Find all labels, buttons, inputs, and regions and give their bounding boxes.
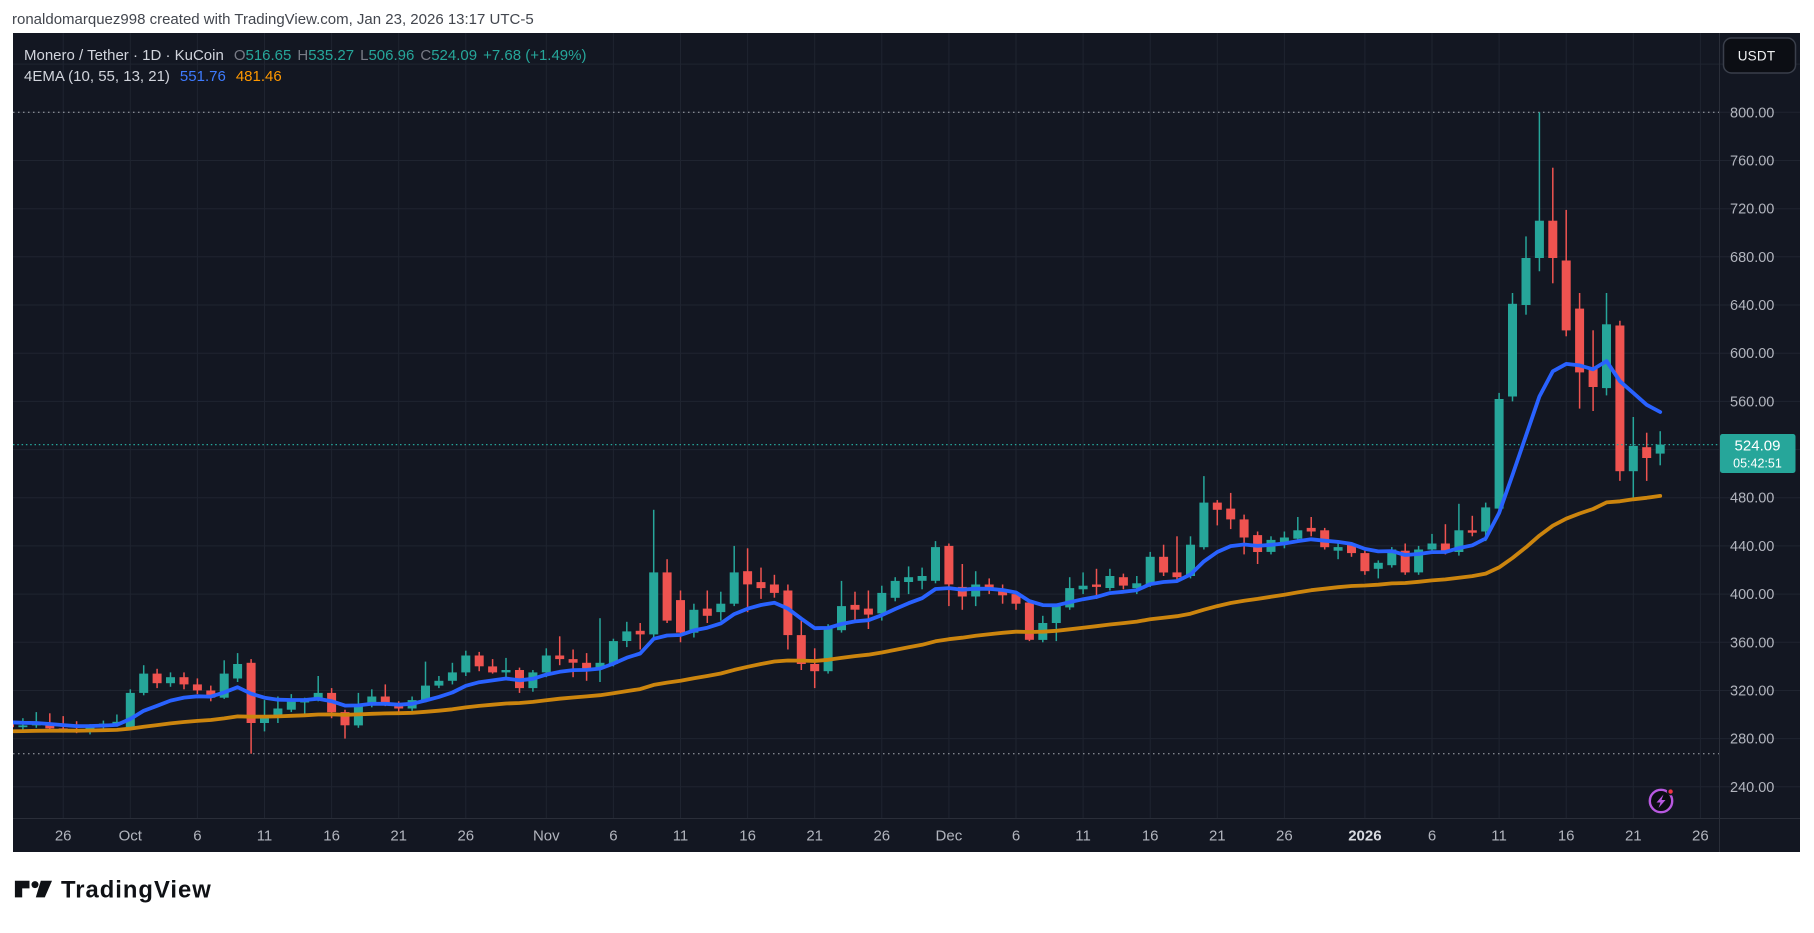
svg-text:560.00: 560.00 — [1730, 394, 1774, 410]
svg-text:2026: 2026 — [1348, 828, 1381, 845]
svg-text:6: 6 — [1428, 828, 1436, 845]
svg-text:ronaldomarquez998 created with: ronaldomarquez998 created with TradingVi… — [12, 11, 534, 28]
svg-text:Nov: Nov — [533, 828, 560, 845]
svg-text:11: 11 — [257, 828, 273, 845]
svg-text:26: 26 — [1276, 828, 1293, 845]
svg-text:600.00: 600.00 — [1730, 346, 1774, 362]
svg-text:26: 26 — [1692, 828, 1709, 845]
svg-text:6: 6 — [193, 828, 201, 845]
svg-text:760.00: 760.00 — [1730, 154, 1774, 170]
svg-text:720.00: 720.00 — [1730, 202, 1774, 218]
svg-text:480.00: 480.00 — [1730, 491, 1774, 507]
svg-text:26: 26 — [873, 828, 890, 845]
svg-text:360.00: 360.00 — [1730, 635, 1774, 651]
svg-text:640.00: 640.00 — [1730, 298, 1774, 314]
svg-text:21: 21 — [806, 828, 823, 845]
svg-text:11: 11 — [1075, 828, 1091, 845]
svg-text:26: 26 — [457, 828, 474, 845]
svg-text:16: 16 — [1142, 828, 1159, 845]
svg-text:320.00: 320.00 — [1730, 684, 1774, 700]
svg-text:800.00: 800.00 — [1730, 105, 1774, 121]
svg-text:05:42:51: 05:42:51 — [1733, 457, 1782, 471]
svg-text:6: 6 — [1012, 828, 1020, 845]
svg-text:21: 21 — [390, 828, 407, 845]
svg-text:USDT: USDT — [1738, 49, 1776, 64]
svg-text:440.00: 440.00 — [1730, 539, 1774, 555]
svg-text:6: 6 — [609, 828, 617, 845]
svg-text:280.00: 280.00 — [1730, 732, 1774, 748]
svg-text:16: 16 — [1558, 828, 1575, 845]
svg-text:240.00: 240.00 — [1730, 780, 1774, 796]
svg-text:Oct: Oct — [119, 828, 143, 845]
svg-text:26: 26 — [55, 828, 72, 845]
svg-text:680.00: 680.00 — [1730, 250, 1774, 266]
svg-text:11: 11 — [673, 828, 689, 845]
svg-text:21: 21 — [1625, 828, 1642, 845]
svg-text:Dec: Dec — [936, 828, 963, 845]
svg-text:524.09: 524.09 — [1735, 438, 1781, 455]
svg-text:16: 16 — [323, 828, 340, 845]
svg-text:400.00: 400.00 — [1730, 587, 1774, 603]
svg-text:11: 11 — [1491, 828, 1507, 845]
svg-text:TradingView: TradingView — [61, 877, 212, 904]
svg-text:21: 21 — [1209, 828, 1226, 845]
svg-text:16: 16 — [739, 828, 756, 845]
